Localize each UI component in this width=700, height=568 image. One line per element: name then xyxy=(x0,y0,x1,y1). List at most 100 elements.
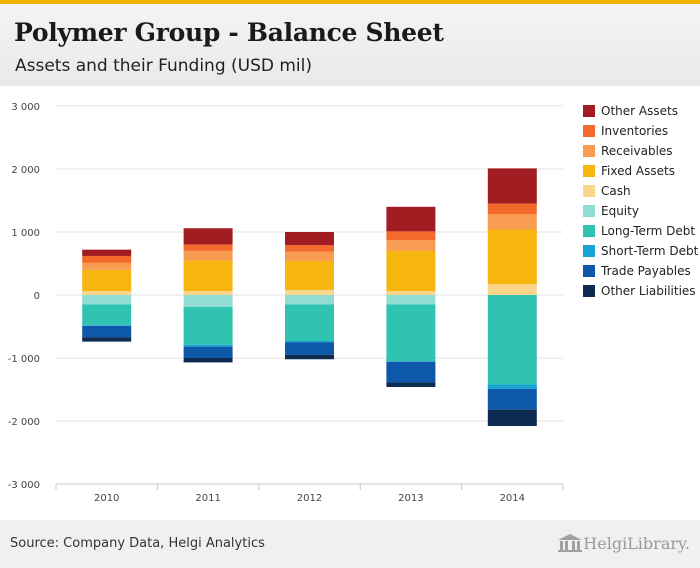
bar-segment-fixed-assets xyxy=(386,250,436,292)
bar-segment-other-assets xyxy=(285,232,334,246)
bar-segment-cash xyxy=(183,291,233,295)
brand-logo: HelgiLibrary. xyxy=(557,533,690,553)
y-tick-label: -2 000 xyxy=(8,417,40,428)
legend-item: Receivables xyxy=(583,141,700,161)
source-note: Source: Company Data, Helgi Analytics xyxy=(10,536,265,551)
chart-subtitle: Assets and their Funding (USD mil) xyxy=(15,56,313,76)
bar-segment-trade-payables xyxy=(487,388,537,410)
x-tick-label: 2012 xyxy=(297,493,322,504)
bar-segment-inventories xyxy=(285,245,334,252)
chart-title: Polymer Group - Balance Sheet xyxy=(14,18,444,47)
legend-swatch xyxy=(583,165,595,177)
legend-label: Other Liabilities xyxy=(601,284,696,298)
y-tick-label: 0 xyxy=(34,291,40,302)
legend-label: Short-Term Debt xyxy=(601,244,699,258)
bar-segment-equity xyxy=(386,295,436,305)
bar-segment-cash xyxy=(487,284,537,295)
stacked-bar-chart: -3 000 -2 000 -1 000 0 1 000 2 000 3 000 2010 20… xyxy=(8,102,564,504)
x-tick-label: 2013 xyxy=(398,493,423,504)
legend-label: Trade Payables xyxy=(601,264,691,278)
bar-segment-fixed-assets xyxy=(82,269,132,292)
legend-label: Fixed Assets xyxy=(601,164,675,178)
bar-segment-other-liabilities xyxy=(386,382,436,387)
bar-segment-short-term-debt xyxy=(183,344,233,347)
bar-segment-short-term-debt xyxy=(386,361,436,362)
bar-segment-cash xyxy=(285,289,334,295)
bar-segment-fixed-assets xyxy=(487,229,537,285)
bar-segment-other-liabilities xyxy=(82,337,132,342)
bar-segment-other-liabilities xyxy=(183,358,233,363)
bar-segment-long-term-debt xyxy=(82,304,132,326)
legend-swatch xyxy=(583,105,595,117)
legend-item: Inventories xyxy=(583,121,700,141)
legend-swatch xyxy=(583,225,595,237)
x-tick-label: 2014 xyxy=(500,493,525,504)
bar-segment-equity xyxy=(82,295,132,305)
bar-segment-trade-payables xyxy=(82,325,132,338)
top-accent-bar xyxy=(0,0,700,4)
bar-segment-other-assets xyxy=(386,206,436,232)
y-tick-label: 3 000 xyxy=(11,102,40,113)
legend-item: Equity xyxy=(583,201,700,221)
bar-segment-cash xyxy=(82,291,132,295)
chart-header: Polymer Group - Balance Sheet Assets and… xyxy=(0,4,700,86)
bar-segment-inventories xyxy=(183,244,233,251)
bar-segment-long-term-debt xyxy=(183,306,233,345)
y-tick-label: 2 000 xyxy=(11,165,40,176)
bar-segment-inventories xyxy=(386,231,436,241)
bar-segment-inventories xyxy=(487,203,537,215)
bar-segment-cash xyxy=(386,291,436,295)
bar-segment-other-assets xyxy=(82,249,132,256)
legend-swatch xyxy=(583,145,595,157)
bar-segment-other-liabilities xyxy=(285,354,334,360)
bar-segment-inventories xyxy=(82,255,132,263)
brand-name: HelgiLibrary. xyxy=(583,533,690,553)
legend-item: Long-Term Debt xyxy=(583,221,700,241)
bar-segment-other-assets xyxy=(183,228,233,245)
legend-swatch xyxy=(583,125,595,137)
footer: Source: Company Data, Helgi Analytics He… xyxy=(0,520,700,568)
legend-swatch xyxy=(583,245,595,257)
bar-segment-equity xyxy=(183,295,233,307)
legend-label: Long-Term Debt xyxy=(601,224,696,238)
legend-swatch xyxy=(583,285,595,297)
bar-segment-other-assets xyxy=(487,168,537,204)
y-tick-label: -1 000 xyxy=(8,354,40,365)
bar-segment-short-term-debt xyxy=(82,325,132,326)
bar-segment-short-term-debt xyxy=(487,384,537,389)
legend-item: Short-Term Debt xyxy=(583,241,700,261)
bar-segment-trade-payables xyxy=(285,342,334,355)
legend-item: Cash xyxy=(583,181,700,201)
legend-label: Other Assets xyxy=(601,104,678,118)
legend-item: Other Assets xyxy=(583,101,700,121)
legend-item: Other Liabilities xyxy=(583,281,700,301)
x-tick-label: 2010 xyxy=(94,493,119,504)
bar-segment-receivables xyxy=(285,251,334,261)
bar-segment-other-liabilities xyxy=(487,409,537,427)
legend: Other Assets Inventories Receivables Fix… xyxy=(583,101,700,301)
bar-segment-trade-payables xyxy=(183,346,233,358)
legend-label: Equity xyxy=(601,204,639,218)
legend-label: Cash xyxy=(601,184,631,198)
bar-segment-receivables xyxy=(487,214,537,230)
bar-segment-receivables xyxy=(386,240,436,251)
bar-segment-short-term-debt xyxy=(285,340,334,343)
library-building-icon xyxy=(558,534,583,552)
bar-segment-long-term-debt xyxy=(285,304,334,341)
bar-segment-receivables xyxy=(82,262,132,270)
y-tick-label: 1 000 xyxy=(11,228,40,239)
y-tick-label: -3 000 xyxy=(8,480,40,491)
legend-item: Trade Payables xyxy=(583,261,700,281)
legend-swatch xyxy=(583,265,595,277)
legend-swatch xyxy=(583,185,595,197)
x-tick-label: 2011 xyxy=(195,493,220,504)
bar-segment-receivables xyxy=(183,250,233,261)
bar-segment-long-term-debt xyxy=(386,304,436,362)
bar-segment-fixed-assets xyxy=(285,260,334,290)
legend-item: Fixed Assets xyxy=(583,161,700,181)
bar-segment-long-term-debt xyxy=(487,295,537,385)
bar-segment-fixed-assets xyxy=(183,260,233,292)
legend-swatch xyxy=(583,205,595,217)
bar-segment-trade-payables xyxy=(386,361,436,383)
legend-label: Receivables xyxy=(601,144,673,158)
